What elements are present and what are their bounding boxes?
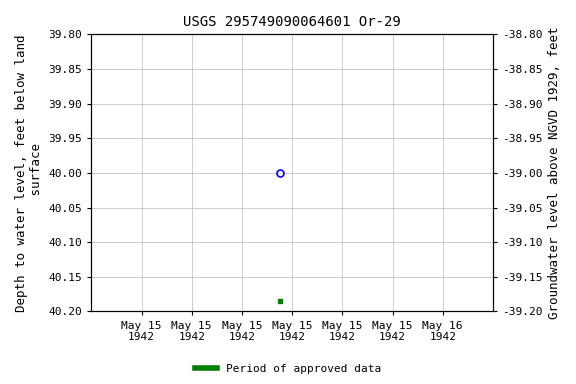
Legend: Period of approved data: Period of approved data bbox=[191, 359, 385, 379]
Y-axis label: Groundwater level above NGVD 1929, feet: Groundwater level above NGVD 1929, feet bbox=[548, 26, 561, 319]
Title: USGS 295749090064601 Or-29: USGS 295749090064601 Or-29 bbox=[183, 15, 401, 29]
Y-axis label: Depth to water level, feet below land
 surface: Depth to water level, feet below land su… bbox=[15, 34, 43, 312]
